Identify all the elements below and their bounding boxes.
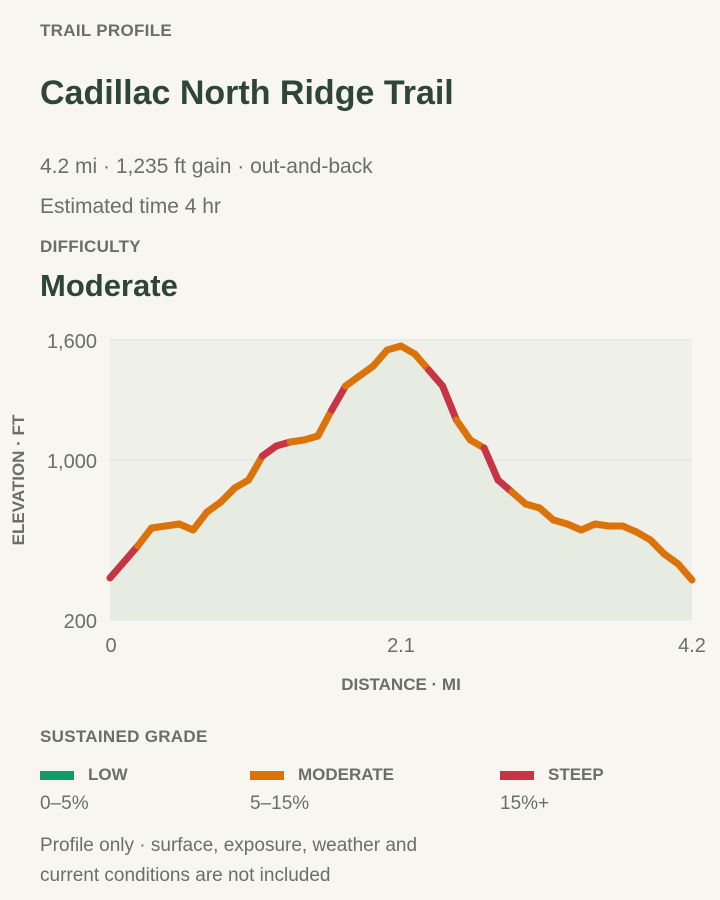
estimated-time: Estimated time 4 hr (40, 195, 221, 218)
profile-segment-moderate (314, 406, 336, 440)
profile-segment-steep (106, 558, 128, 582)
elevation-chart: 1,600 1,000 200 0 2.1 4.2 DISTANCE · MI … (9, 331, 706, 694)
legend-label-low: LOW (88, 765, 128, 784)
legend-swatch-low (40, 770, 74, 780)
legend-item-moderate: MODERATE 5–15% (250, 765, 394, 815)
difficulty-value: Moderate (40, 268, 178, 303)
trail-stats: 4.2 mi · 1,235 ft gain · out-and-back (40, 155, 373, 178)
profile-segment-steep (120, 542, 142, 566)
legend-swatch-steep (500, 770, 534, 780)
legend-range-low: 0–5% (40, 793, 89, 814)
y-axis-title: ELEVATION · FT (9, 414, 28, 545)
profile-segment-steep (328, 382, 350, 414)
legend-range-moderate: 5–15% (250, 793, 310, 814)
profile-segment-moderate (134, 524, 156, 550)
footnote: Profile only · surface, exposure, weathe… (40, 835, 418, 886)
grade-segments (106, 342, 696, 584)
legend-item-low: LOW 0–5% (40, 765, 128, 815)
x-tick-label: 0 (105, 635, 116, 657)
profile-segment-steep (439, 382, 460, 424)
profile-segment-moderate (189, 508, 211, 534)
difficulty-label: DIFFICULTY (40, 237, 141, 256)
x-axis-title: DISTANCE · MI (341, 675, 461, 694)
legend-item-steep: STEEP 15%+ (500, 765, 604, 815)
legend-label-steep: STEEP (548, 765, 604, 784)
legend-swatch-moderate (250, 770, 284, 780)
profile-segment-moderate (369, 346, 391, 370)
legend-range-steep: 15%+ (500, 793, 550, 814)
y-tick-label: 1,000 (47, 451, 97, 473)
profile-segment-moderate (452, 416, 474, 444)
legend-label-moderate: MODERATE (298, 765, 395, 784)
x-tick-label: 2.1 (387, 635, 415, 657)
profile-segment-steep (480, 444, 502, 484)
y-tick-label: 1,600 (47, 331, 97, 353)
profile-segment-moderate (245, 452, 266, 484)
profile-segment-moderate (674, 560, 696, 584)
y-tick-label: 200 (64, 611, 97, 633)
legend-title: SUSTAINED GRADE (40, 727, 208, 746)
elevation-area (110, 346, 692, 620)
profile-segment-steep (425, 366, 447, 390)
trail-title: Cadillac North Ridge Trail (40, 74, 454, 112)
profile-segment-moderate (411, 350, 433, 374)
x-tick-label: 4.2 (678, 635, 706, 657)
section-kicker: TRAIL PROFILE (40, 21, 173, 40)
